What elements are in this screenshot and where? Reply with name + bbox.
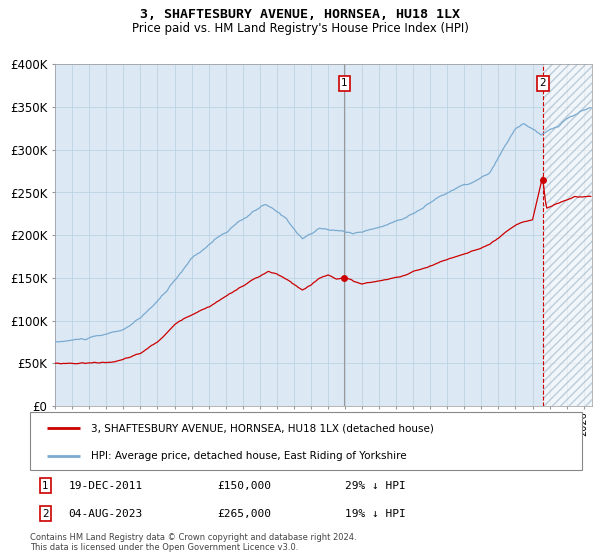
Text: 3, SHAFTESBURY AVENUE, HORNSEA, HU18 1LX (detached house): 3, SHAFTESBURY AVENUE, HORNSEA, HU18 1LX… — [91, 423, 434, 433]
Text: 29% ↓ HPI: 29% ↓ HPI — [344, 480, 406, 491]
Text: 2: 2 — [42, 508, 49, 519]
Text: 19% ↓ HPI: 19% ↓ HPI — [344, 508, 406, 519]
Text: £265,000: £265,000 — [218, 508, 272, 519]
Text: £150,000: £150,000 — [218, 480, 272, 491]
Text: Price paid vs. HM Land Registry's House Price Index (HPI): Price paid vs. HM Land Registry's House … — [131, 22, 469, 35]
Text: 2: 2 — [539, 78, 546, 88]
Text: 1: 1 — [341, 78, 348, 88]
Bar — [542, 64, 592, 406]
Text: Contains HM Land Registry data © Crown copyright and database right 2024.: Contains HM Land Registry data © Crown c… — [30, 533, 356, 542]
Text: 3, SHAFTESBURY AVENUE, HORNSEA, HU18 1LX: 3, SHAFTESBURY AVENUE, HORNSEA, HU18 1LX — [140, 8, 460, 21]
Text: 04-AUG-2023: 04-AUG-2023 — [68, 508, 143, 519]
Text: HPI: Average price, detached house, East Riding of Yorkshire: HPI: Average price, detached house, East… — [91, 451, 406, 461]
Text: 19-DEC-2011: 19-DEC-2011 — [68, 480, 143, 491]
Text: This data is licensed under the Open Government Licence v3.0.: This data is licensed under the Open Gov… — [30, 543, 298, 552]
Text: 1: 1 — [42, 480, 49, 491]
